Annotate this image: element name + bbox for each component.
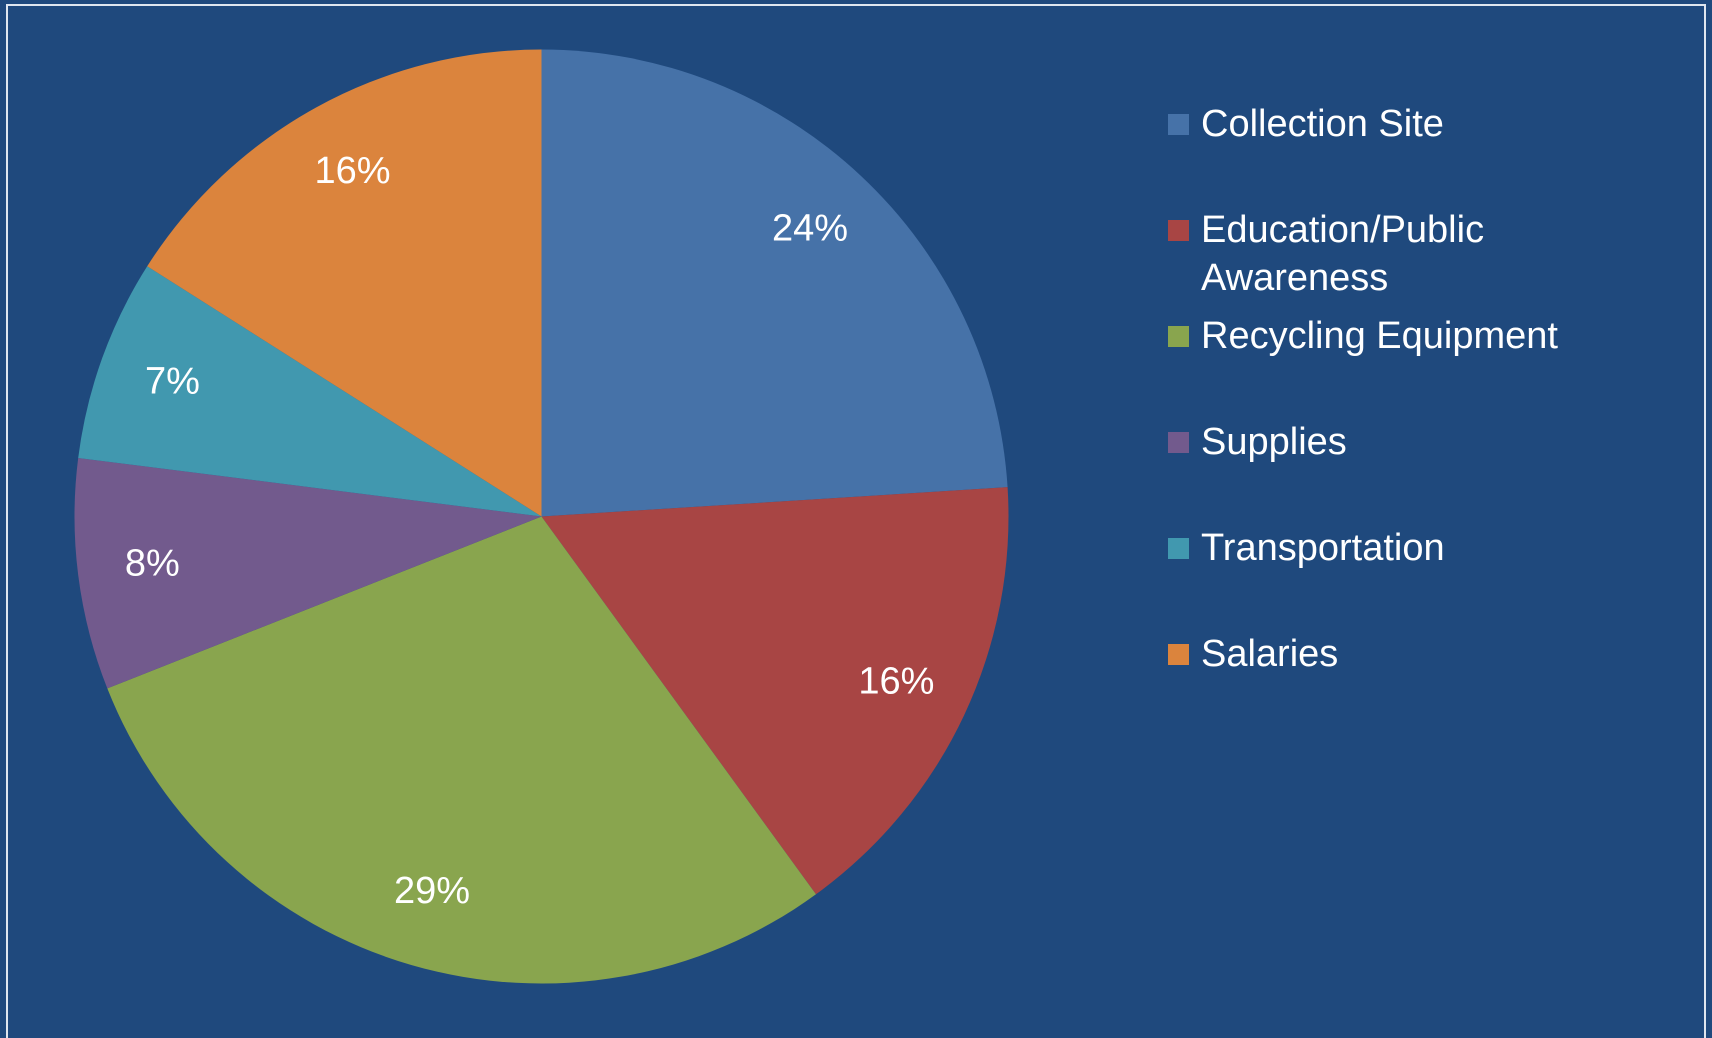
data-label: 16%	[858, 661, 934, 703]
legend-label: Collection Site	[1201, 103, 1444, 145]
pie-slice	[147, 49, 542, 517]
pie-slice	[541, 487, 1009, 895]
data-label: 29%	[394, 870, 470, 912]
data-label: 7%	[145, 361, 200, 403]
legend-swatch	[1168, 644, 1189, 665]
legend-item: Recycling Equipment	[1168, 312, 1621, 360]
legend-label: Transportation	[1201, 527, 1445, 569]
legend-item: Education/Public Awareness	[1168, 206, 1621, 302]
legend-item: Salaries	[1168, 630, 1621, 678]
legend-item: Transportation	[1168, 524, 1621, 572]
data-label: 8%	[125, 543, 180, 585]
legend-label: Salaries	[1201, 633, 1339, 675]
legend-item: Collection Site	[1168, 100, 1621, 148]
pie-slice	[541, 49, 1008, 517]
legend-swatch	[1168, 432, 1189, 453]
legend-swatch	[1168, 114, 1189, 135]
pie-slice	[78, 266, 542, 517]
legend-swatch	[1168, 538, 1189, 559]
legend-label: Supplies	[1201, 421, 1347, 463]
chart-frame	[6, 4, 1706, 1038]
legend-swatch	[1168, 326, 1189, 347]
legend-label: Education/Public Awareness	[1201, 209, 1485, 299]
data-label: 24%	[772, 208, 848, 250]
pie-slice	[107, 516, 816, 984]
legend-item: Supplies	[1168, 418, 1621, 466]
data-label: 16%	[314, 150, 390, 192]
pie-slice	[74, 457, 542, 689]
legend-label: Recycling Equipment	[1201, 315, 1558, 357]
legend-swatch	[1168, 220, 1189, 241]
